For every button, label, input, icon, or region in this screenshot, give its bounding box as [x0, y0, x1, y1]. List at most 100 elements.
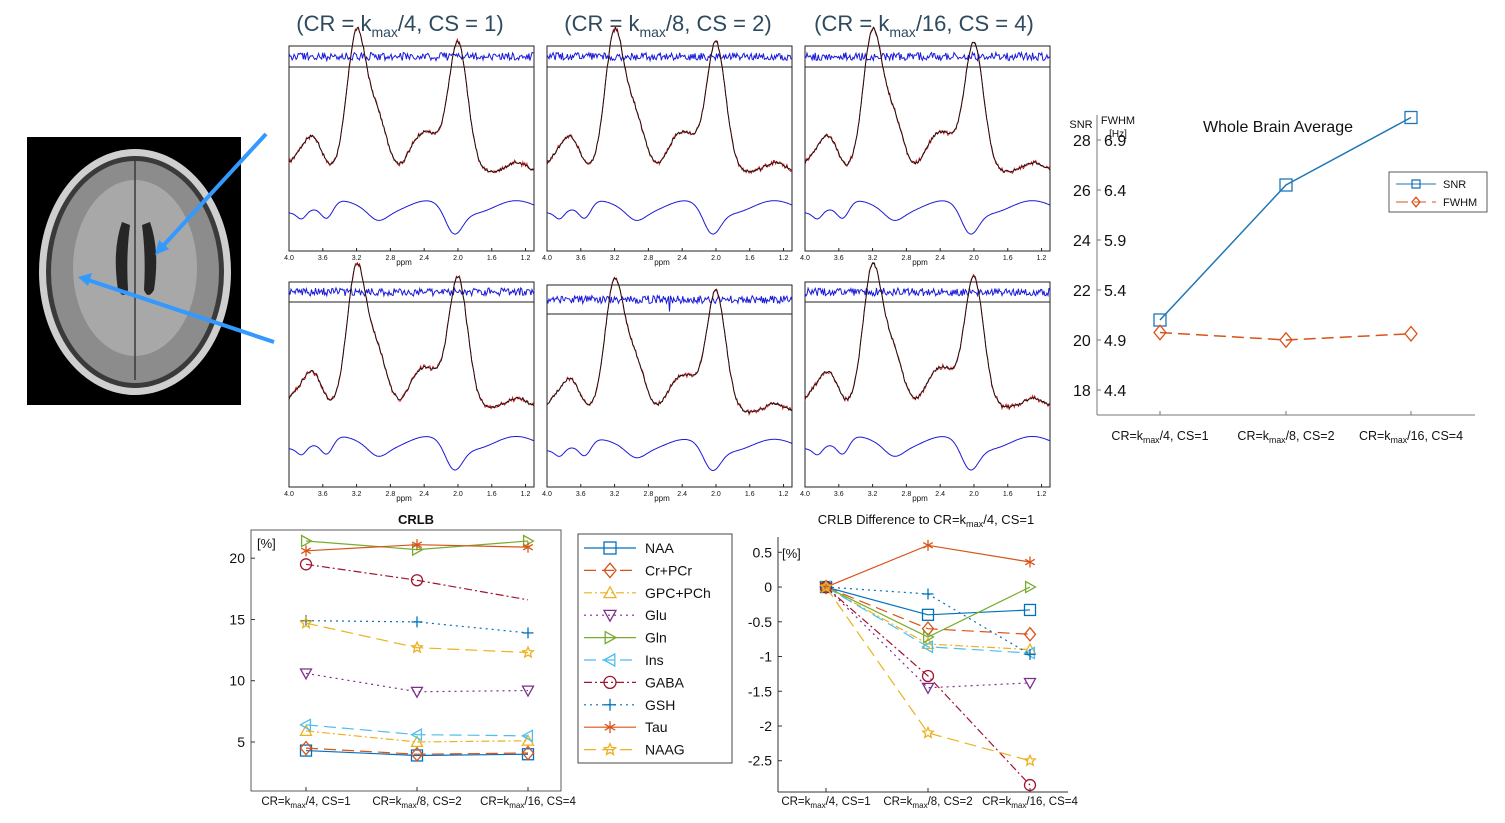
legend-label: NAA [645, 540, 674, 556]
column-title: (CR = kmax/4, CS = 1) [296, 11, 503, 40]
ppm-tick-label: 2.0 [711, 491, 721, 498]
series-marker-naag [410, 640, 424, 654]
fwhm-tick-label: 5.9 [1104, 233, 1126, 250]
ppm-tick-label: 1.2 [779, 491, 789, 498]
series-marker-gsh [1024, 648, 1036, 660]
legend-label: GPC+PCh [645, 585, 711, 601]
ppm-tick-label: 1.2 [1037, 255, 1047, 262]
fit-trace [804, 261, 1051, 411]
fit-trace [288, 261, 535, 410]
series-marker-gaba [410, 574, 424, 587]
series-marker-fwhm [1404, 325, 1418, 342]
ppm-tick-label: 1.2 [521, 255, 531, 262]
ppm-tick-label: 2.4 [677, 255, 687, 262]
ppm-tick-label: 2.0 [969, 491, 979, 498]
spectrum-frame [546, 313, 793, 488]
y-tick-label: 0 [764, 579, 772, 595]
series-marker-naag [921, 725, 935, 739]
data-trace [546, 276, 793, 414]
data-trace [804, 26, 1051, 173]
snr-tick-label: 24 [1073, 233, 1091, 250]
ppm-tick-label: 2.0 [969, 255, 979, 262]
series-marker-fwhm [1153, 324, 1167, 341]
snr-axis-label: SNR [1069, 119, 1092, 131]
ppm-tick-label: 2.0 [711, 255, 721, 262]
series-marker-fwhm [1279, 331, 1293, 349]
spectra-titles: (CR = kmax/4, CS = 1) (CR = kmax/8, CS =… [296, 11, 1034, 40]
snr-tick-label: 22 [1073, 283, 1091, 300]
y-tick-label: 5 [237, 734, 245, 750]
y-tick-label: -0.5 [748, 614, 772, 630]
series-marker-tau [922, 539, 934, 551]
series-line-glu [305, 672, 529, 693]
legend-marker [603, 541, 617, 555]
series-marker-gaba [921, 669, 935, 683]
ppm-tick-label: 4.0 [284, 255, 294, 262]
data-trace [288, 263, 535, 409]
spectrum-frame [288, 301, 535, 488]
series-marker-naag [819, 579, 833, 593]
fwhm-axis-label: FWHM [1101, 115, 1135, 127]
series-marker-gln [922, 630, 935, 644]
series-marker-gln [1024, 580, 1037, 594]
ppm-tick-label: 2.8 [902, 491, 912, 498]
series-marker-gpcpch [921, 637, 935, 650]
series-marker-ins [299, 718, 312, 732]
series-marker-naag [1023, 753, 1037, 767]
ppm-tick-label: 1.6 [1003, 255, 1013, 262]
series-marker-crpcr [921, 621, 935, 637]
series-marker-gaba [299, 558, 313, 571]
series-marker-glu [921, 682, 935, 695]
legend-box [577, 533, 733, 764]
ppm-tick-label: 3.6 [318, 491, 328, 498]
series-line-fwhm [1159, 331, 1412, 341]
ppm-tick-label: 2.4 [419, 255, 429, 262]
voxel-arrow-2 [87, 278, 275, 344]
ppm-tick-label: 2.0 [453, 491, 463, 498]
legend-label: GSH [645, 697, 675, 713]
residual-trace [546, 51, 793, 63]
fwhm-tick-label: 4.9 [1104, 333, 1126, 350]
ppm-tick-label: 3.6 [576, 255, 586, 262]
series-marker-glu [410, 686, 424, 699]
fit-trace [804, 26, 1051, 175]
snr-tick-label: 26 [1073, 183, 1091, 200]
y-tick-label: 20 [229, 550, 245, 566]
plot-frame [250, 529, 562, 792]
x-tick-label: CR=kmax/16, CS=4 [1359, 429, 1463, 445]
spectrum-frame [288, 66, 535, 252]
legend-label: Cr+PCr [645, 562, 692, 578]
x-tick-label: CR=kmax/8, CS=2 [883, 796, 972, 810]
ppm-tick-label: 3.2 [868, 491, 878, 498]
baseline-trace [546, 438, 793, 471]
x-tick-label: CR=kmax/4, CS=1 [781, 796, 870, 810]
baseline-trace [804, 436, 1051, 471]
ppm-tick-label: 3.2 [352, 255, 362, 262]
series-marker-gsh [411, 616, 423, 628]
metabolite-legend: NAA Cr+PCr GPC+PCh Glu Gln Ins GABA GSH Tau NAAG [577, 533, 733, 764]
series-marker-naag [299, 615, 313, 629]
series-marker-gpcpch [299, 724, 313, 737]
series-line-gaba [305, 563, 529, 601]
legend-marker [603, 562, 617, 579]
series-marker-crpcr [410, 746, 424, 762]
ppm-tick-label: 1.6 [487, 491, 497, 498]
x-tick-label: CR=kmax/8, CS=2 [372, 796, 461, 810]
ppm-tick-label: 2.8 [644, 255, 654, 262]
legend-marker [602, 609, 618, 623]
snr-tick-label: 18 [1073, 383, 1091, 400]
ppm-tick-label: 2.4 [935, 491, 945, 498]
ppm-tick-label: 3.2 [352, 491, 362, 498]
series-line-naa [825, 586, 1031, 616]
x-tick-label: CR=kmax/16, CS=4 [982, 796, 1078, 810]
lateral-ventricle-right [142, 222, 157, 295]
spectrum-panel: 4.0 3.6 3.2 2.8 2.4 2.0 1.6 1.2 ppm [284, 26, 535, 267]
ppm-tick-label: 4.0 [800, 255, 810, 262]
ppm-tick-label: 2.4 [935, 255, 945, 262]
y-tick-label: 10 [229, 673, 245, 689]
y-tick-label: -1 [760, 649, 773, 665]
ppm-tick-label: 4.0 [800, 491, 810, 498]
series-marker-tau [300, 545, 312, 557]
x-tick-label: CR=kmax/4, CS=1 [1111, 429, 1208, 445]
